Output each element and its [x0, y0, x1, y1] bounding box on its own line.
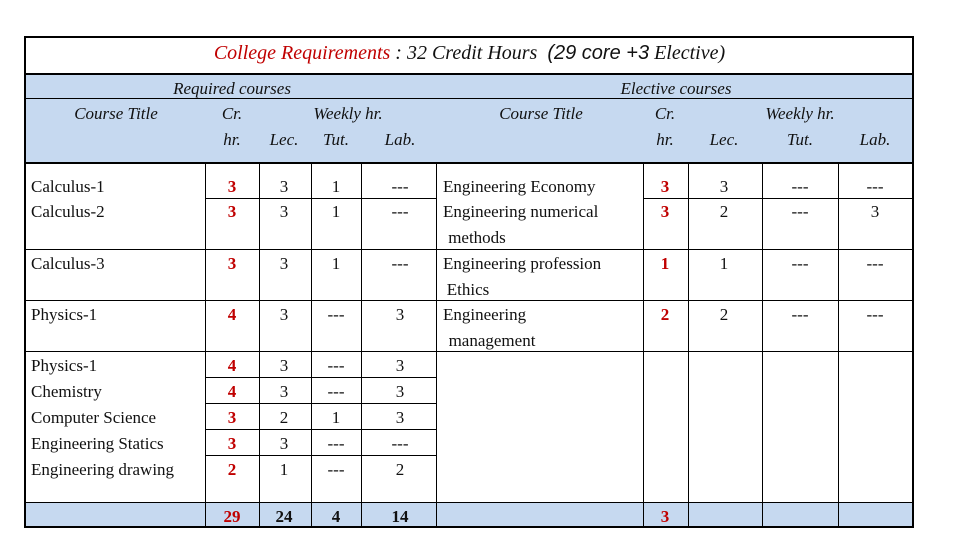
lab-hours: 3	[395, 356, 405, 375]
title-credit-hours: 32 Credit Hours	[406, 42, 538, 64]
req-course-title-header: Course Title	[74, 104, 158, 123]
elective-courses-header: Elective courses	[620, 79, 732, 98]
credit-hours: 3	[227, 254, 237, 273]
tutorial-hours: ---	[791, 305, 809, 324]
lecture-hours: 3	[719, 177, 729, 196]
credit-hours: 3	[660, 177, 670, 196]
course-title: Physics-1	[31, 305, 98, 324]
req-weekly-header: Weekly hr.	[313, 104, 383, 123]
course-title-line-2: methods	[448, 228, 506, 247]
req-lec-header: Lec.	[269, 130, 299, 149]
course-title: Engineering Economy	[443, 177, 596, 196]
tutorial-hours: 1	[331, 202, 341, 221]
required-courses-header: Required courses	[173, 79, 291, 98]
title-elective: Elective)	[649, 42, 726, 64]
lecture-hours: 3	[279, 254, 289, 273]
total-tutorial-hours: 4	[331, 507, 341, 526]
course-title: Chemistry	[31, 382, 102, 401]
lab-hours: 3	[395, 382, 405, 401]
tutorial-hours: ---	[327, 382, 345, 401]
credit-hours: 4	[227, 305, 237, 324]
lab-hours: ---	[866, 305, 884, 324]
tutorial-hours: ---	[327, 460, 345, 479]
course-title-line-2: management	[448, 331, 536, 350]
course-title: Physics-1	[31, 356, 98, 375]
totals-band	[26, 502, 913, 527]
course-title: Calculus-2	[31, 202, 105, 221]
tutorial-hours: ---	[327, 305, 345, 324]
course-title-line-2: Ethics	[446, 280, 490, 299]
req-lab-header: Lab.	[384, 130, 416, 149]
credit-hours: 3	[227, 202, 237, 221]
credit-hours: 3	[227, 408, 237, 427]
credit-hours: 3	[227, 177, 237, 196]
total-credit-hours: 29	[223, 507, 241, 526]
course-title: Engineering drawing	[31, 460, 175, 479]
credit-hours: 4	[227, 382, 237, 401]
req-cr-header: Cr.	[221, 104, 243, 123]
course-title: Engineering Statics	[31, 434, 164, 453]
req-cr-header-2: hr.	[223, 130, 241, 149]
tutorial-hours: ---	[791, 177, 809, 196]
course-title: Calculus-3	[31, 254, 105, 273]
lab-hours: ---	[391, 254, 409, 273]
lab-hours: 3	[395, 408, 405, 427]
credit-hours: 4	[227, 356, 237, 375]
lab-hours: 2	[395, 460, 405, 479]
total-elective-credit-hours: 3	[660, 507, 670, 526]
tutorial-hours: 1	[331, 254, 341, 273]
credit-hours: 2	[660, 305, 670, 324]
ele-lab-header: Lab.	[859, 130, 891, 149]
lecture-hours: 3	[279, 305, 289, 324]
total-lab-hours: 14	[391, 507, 409, 526]
lecture-hours: 2	[279, 408, 289, 427]
course-title: Engineering profession	[443, 254, 602, 273]
tutorial-hours: ---	[327, 434, 345, 453]
lecture-hours: 3	[279, 202, 289, 221]
ele-weekly-header: Weekly hr.	[765, 104, 835, 123]
lecture-hours: 3	[279, 177, 289, 196]
course-title: Engineering numerical	[443, 202, 599, 221]
lab-hours: 3	[870, 202, 880, 221]
ele-cr-header-2: hr.	[656, 130, 674, 149]
req-tut-header: Tut.	[323, 130, 349, 149]
total-lecture-hours: 24	[275, 507, 293, 526]
tutorial-hours: ---	[791, 254, 809, 273]
lecture-hours: 3	[279, 434, 289, 453]
lecture-hours: 2	[719, 305, 729, 324]
title-core: (29 core +3	[547, 42, 650, 64]
ele-course-title-header: Course Title	[499, 104, 583, 123]
lecture-hours: 3	[279, 382, 289, 401]
credit-hours: 2	[227, 460, 237, 479]
lecture-hours: 1	[719, 254, 729, 273]
ele-cr-header: Cr.	[654, 104, 676, 123]
tutorial-hours: 1	[331, 408, 341, 427]
lab-hours: ---	[391, 434, 409, 453]
title-main: College Requirements	[213, 42, 391, 64]
lab-hours: ---	[866, 177, 884, 196]
title-separator: :	[390, 42, 407, 64]
lecture-hours: 2	[719, 202, 729, 221]
header-band	[26, 75, 913, 163]
credit-hours: 1	[660, 254, 670, 273]
lecture-hours: 3	[279, 356, 289, 375]
lab-hours: 3	[395, 305, 405, 324]
tutorial-hours: ---	[791, 202, 809, 221]
ele-lec-header: Lec.	[709, 130, 739, 149]
tutorial-hours: ---	[327, 356, 345, 375]
lab-hours: ---	[391, 202, 409, 221]
lecture-hours: 1	[279, 460, 289, 479]
lab-hours: ---	[866, 254, 884, 273]
tutorial-hours: 1	[331, 177, 341, 196]
lab-hours: ---	[391, 177, 409, 196]
credit-hours: 3	[227, 434, 237, 453]
page-title: College Requirements : 32 Credit Hours (…	[27, 42, 912, 65]
course-title: Engineering	[443, 305, 527, 324]
ele-tut-header: Tut.	[787, 130, 813, 149]
course-title: Calculus-1	[31, 177, 105, 196]
course-title: Computer Science	[31, 408, 157, 427]
credit-hours: 3	[660, 202, 670, 221]
